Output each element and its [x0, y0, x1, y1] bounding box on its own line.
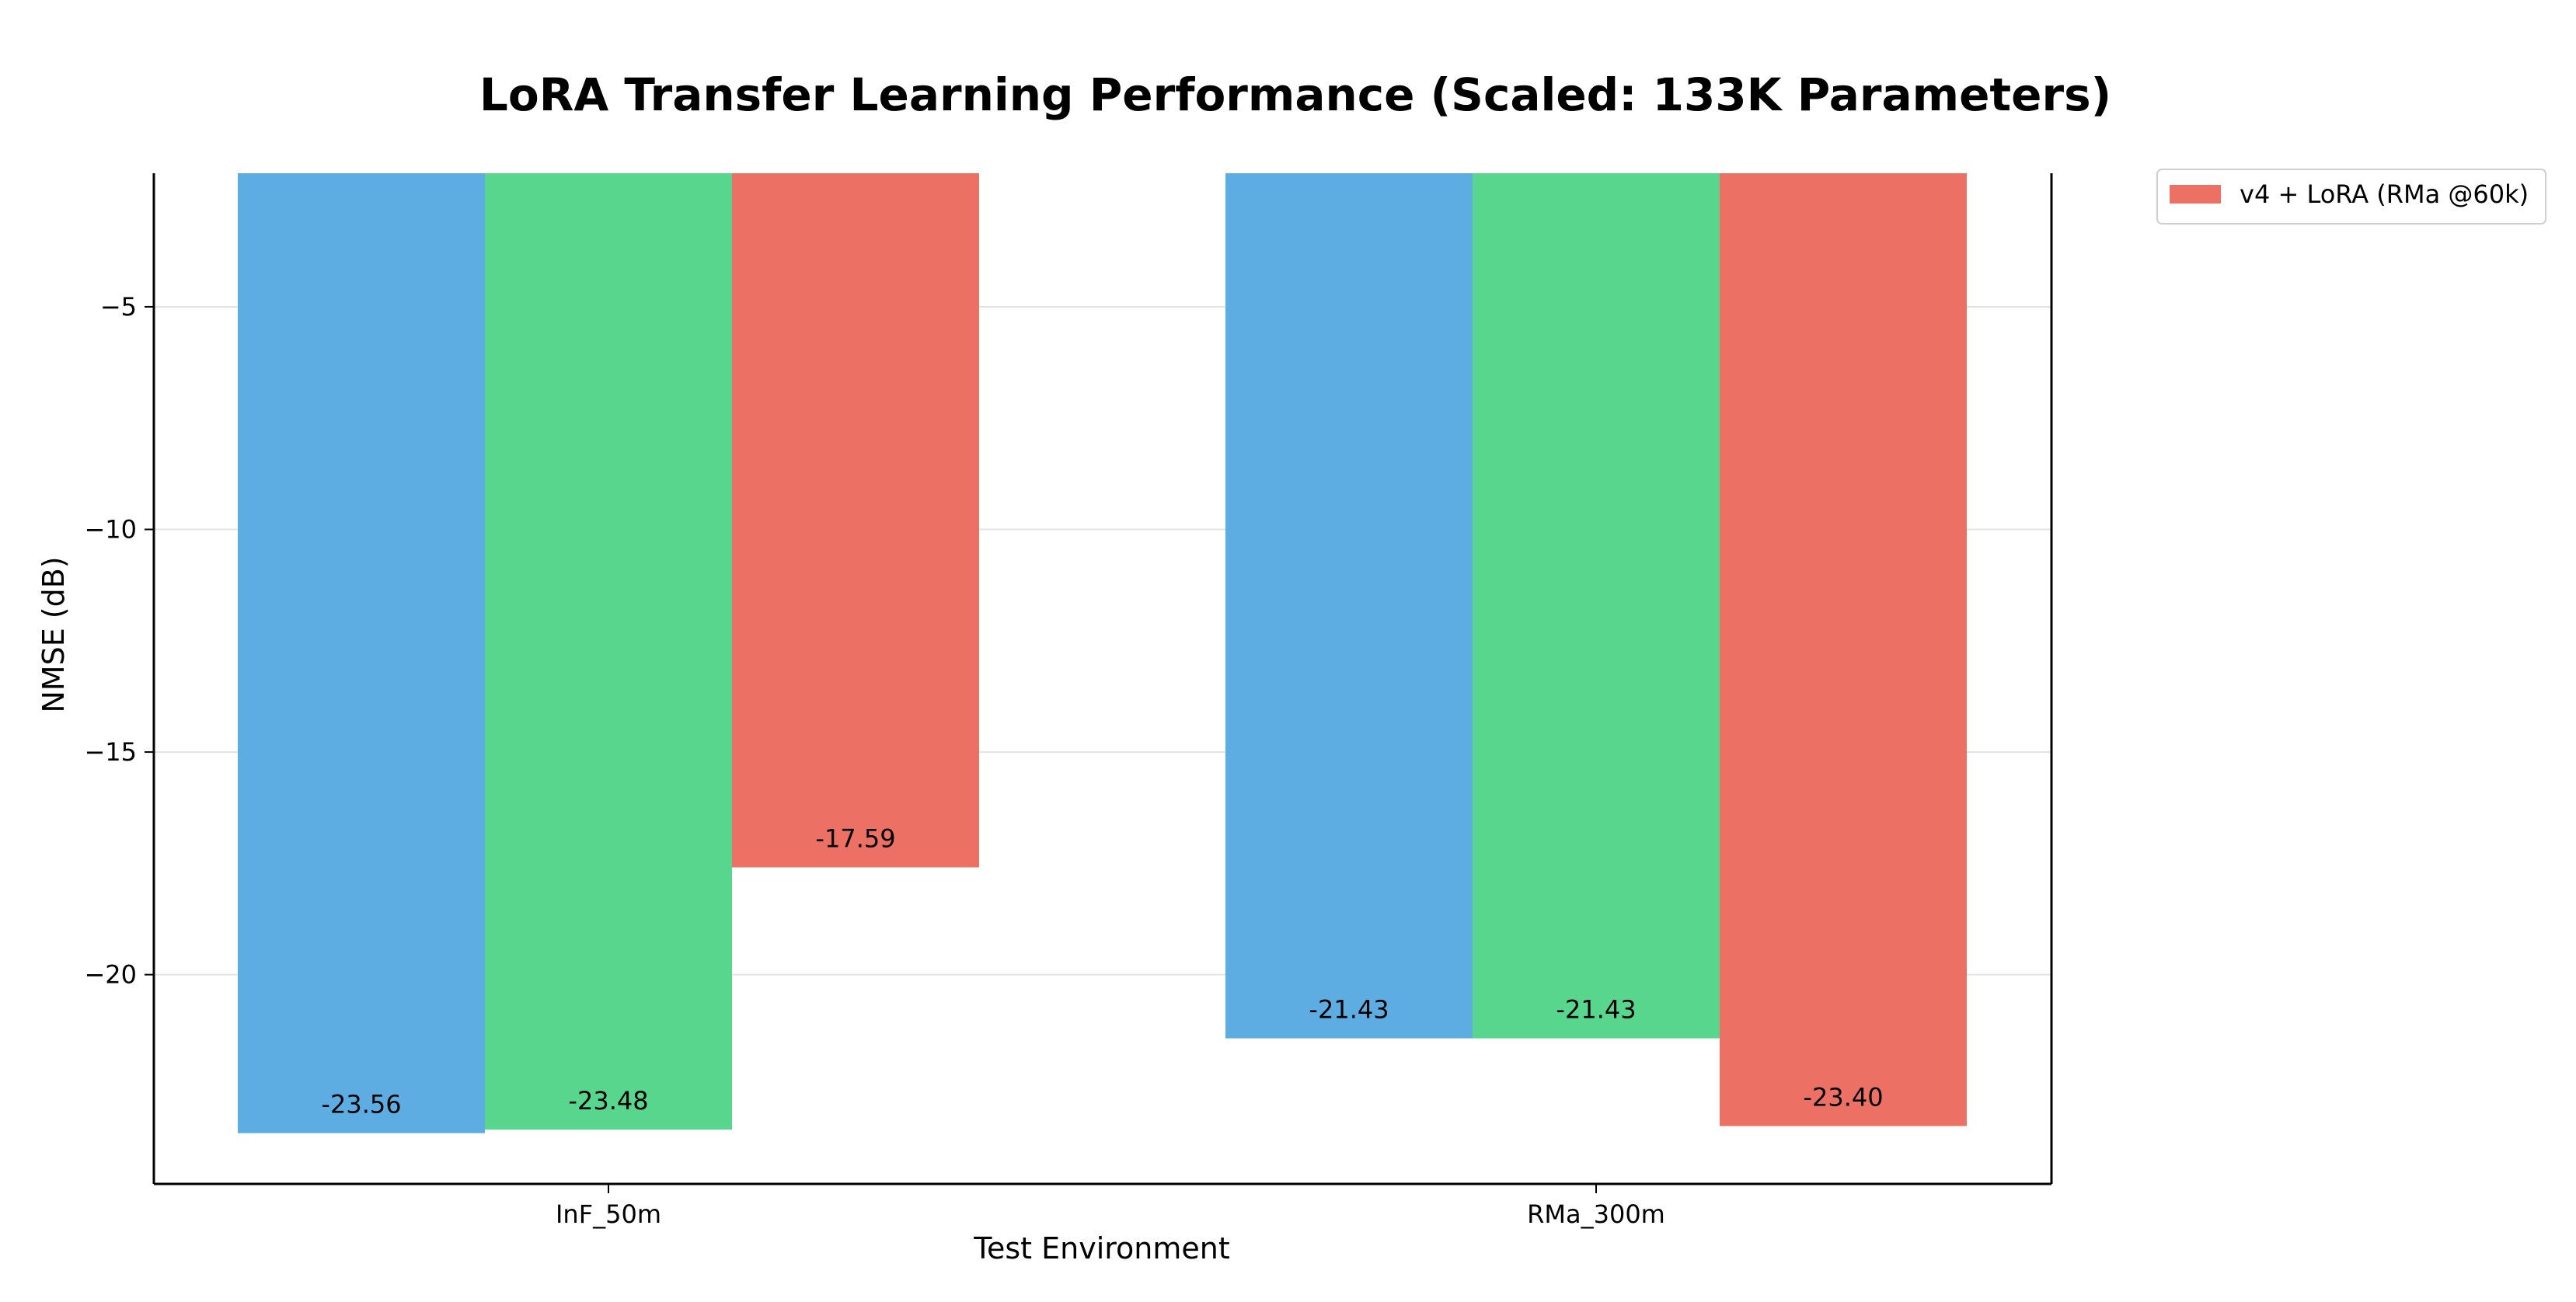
legend: v4 + LoRA (RMa @60k): [2156, 169, 2546, 225]
data-label: -23.48: [568, 1086, 648, 1116]
bar: [485, 173, 732, 1130]
legend-box: [2156, 169, 2546, 225]
x-tick-label: InF_50m: [556, 1199, 661, 1229]
bar: [1225, 173, 1473, 1039]
chart-title: LoRA Transfer Learning Performance (Scal…: [479, 68, 2111, 121]
data-label: -17.59: [815, 824, 895, 854]
y-tick-label: −10: [84, 515, 137, 545]
legend-swatch: [2170, 185, 2221, 204]
y-axis-label: NMSE (dB): [37, 556, 71, 712]
data-label: -21.43: [1556, 995, 1636, 1025]
ticks: −5 −10 −15 −20 InF_50m RMa_300m: [84, 292, 1664, 1229]
data-label: -23.40: [1803, 1082, 1883, 1112]
data-label: -21.43: [1309, 995, 1389, 1025]
x-axis-label: Test Environment: [973, 1231, 1230, 1265]
bars: [238, 173, 1967, 1133]
y-tick-label: −15: [84, 737, 137, 767]
x-tick-label: RMa_300m: [1527, 1199, 1665, 1229]
legend-label: v4 + LoRA (RMa @60k): [2240, 179, 2529, 209]
bar: [1473, 173, 1720, 1039]
axes: [152, 173, 2053, 1185]
bar: [1720, 173, 1967, 1126]
data-label: -23.56: [321, 1090, 401, 1119]
data-labels: -23.56 -23.48 -17.59 -21.43 -21.43 -23.40: [321, 824, 1883, 1119]
y-tick-label: −20: [84, 960, 137, 990]
bar: [238, 173, 485, 1133]
bar: [732, 173, 979, 868]
y-tick-label: −5: [100, 292, 137, 322]
